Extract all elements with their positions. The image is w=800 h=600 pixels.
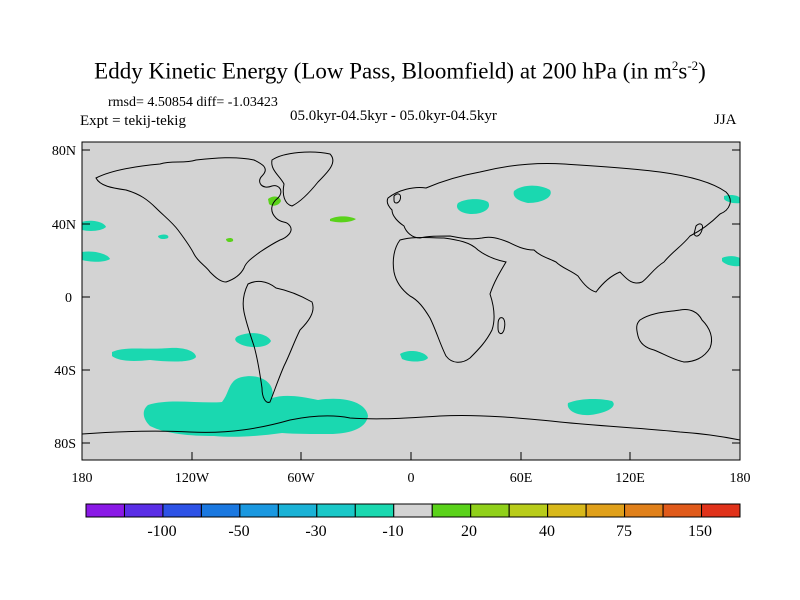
mid-atlantic-anomaly	[226, 237, 234, 243]
colorbar-segment	[85, 503, 125, 518]
lat-label-40s: 40S	[54, 364, 76, 379]
british-isles-coast	[393, 193, 401, 204]
eurasia-coast	[386, 162, 731, 293]
south-pacific-anomaly	[112, 347, 196, 362]
colorbar-label-m100: -100	[147, 523, 176, 540]
colorbar-segment	[354, 503, 395, 518]
lon-label-180e: 180	[730, 471, 751, 486]
australia-coast	[636, 309, 713, 363]
colorbar-segment	[123, 503, 164, 518]
colorbar-segment	[508, 503, 549, 518]
coastlines	[81, 151, 741, 441]
south-america-coast	[242, 280, 314, 403]
colorbar-segment	[585, 503, 626, 518]
lat-label-0: 0	[65, 291, 72, 306]
colorbar-segment	[662, 503, 703, 518]
south-pacific-east-anomaly	[235, 333, 271, 348]
greenland-coast	[271, 151, 334, 207]
north-america-coast	[95, 157, 292, 283]
colorbar-label-m50: -50	[228, 523, 249, 540]
experiment-label: Expt = tekij-tekig	[80, 113, 186, 129]
antarctica-coast	[81, 414, 741, 441]
season-label: JJA	[714, 112, 737, 128]
indian-ocean-anomaly	[567, 398, 614, 416]
colorbar-segment	[393, 503, 433, 518]
colorbar-label-150: 150	[688, 523, 712, 540]
colorbar-segment	[470, 503, 510, 518]
colorbar	[85, 503, 741, 518]
eurasia-anomaly	[456, 199, 490, 214]
colorbar-segment	[277, 503, 318, 518]
southern-ocean-anomaly	[143, 376, 368, 437]
lon-label-120e: 120E	[615, 471, 645, 486]
lat-label-80n: 80N	[52, 144, 76, 159]
lat-ticks	[82, 149, 740, 444]
lon-label-120w: 120W	[175, 471, 210, 486]
north-pacific-east-anomaly	[722, 256, 740, 267]
map-title: Eddy Kinetic Energy (Low Pass, Bloomfiel…	[94, 58, 706, 84]
colorbar-segment	[162, 503, 202, 518]
lon-label-60e: 60E	[510, 471, 533, 486]
colorbar-segment	[239, 503, 279, 518]
lon-ticks	[81, 452, 741, 460]
south-atlantic-anomaly	[400, 351, 428, 362]
siberia-anomaly	[513, 185, 551, 203]
pacific-west-anomaly	[82, 220, 106, 231]
colorbar-segment	[431, 503, 472, 518]
colorbar-segment	[701, 503, 741, 518]
east-pacific-anomaly	[724, 194, 740, 204]
north-atlantic-anomaly	[330, 216, 356, 223]
period-label: 05.0kyr-04.5kyr - 05.0kyr-04.5kyr	[290, 108, 497, 124]
pacific-east-anomaly	[158, 234, 169, 240]
colorbar-segment	[547, 503, 587, 518]
colorbar-segment	[624, 503, 664, 518]
stats-label: rmsd= 4.50854 diff= -1.03423	[108, 95, 278, 110]
pacific-subtropic-anomaly	[82, 251, 110, 262]
africa-coast	[392, 237, 507, 363]
colorbar-label-40: 40	[539, 523, 555, 540]
madagascar-coast	[497, 317, 506, 335]
colorbar-segment	[316, 503, 356, 518]
colorbar-label-75: 75	[616, 523, 632, 540]
colorbar-label-m10: -10	[382, 523, 403, 540]
lat-label-40n: 40N	[52, 218, 76, 233]
lon-label-0: 0	[408, 471, 415, 486]
lon-label-180w: 180	[72, 471, 93, 486]
colorbar-label-m30: -30	[305, 523, 326, 540]
colorbar-label-20: 20	[461, 523, 477, 540]
colorbar-segment	[200, 503, 241, 518]
negative-anomaly-regions	[82, 185, 740, 437]
japan-coast	[693, 223, 703, 237]
lat-label-80s: 80S	[54, 437, 76, 452]
lon-label-60w: 60W	[287, 471, 315, 486]
